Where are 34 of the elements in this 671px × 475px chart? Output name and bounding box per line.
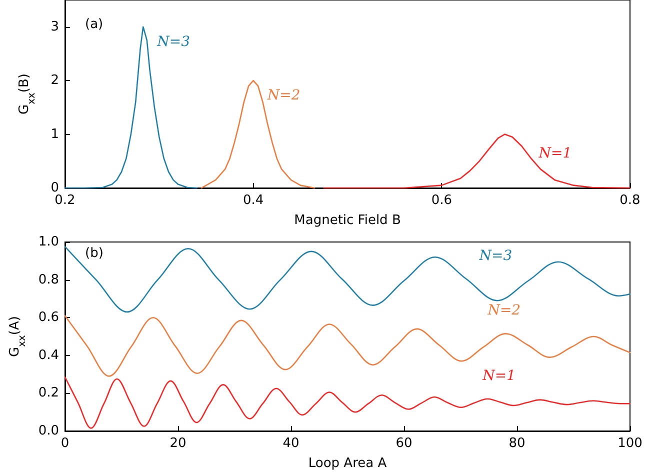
y-tick-label: 0	[50, 180, 59, 196]
annotation: (b)	[85, 246, 104, 261]
series-label: N=1	[538, 145, 572, 162]
line-series	[64, 246, 631, 313]
series-label: N=2	[266, 88, 300, 104]
annotation: (a)	[85, 17, 104, 32]
y-tick-label: 0.0	[38, 424, 59, 438]
y-axis-title: Gxx(B)	[17, 74, 38, 114]
x-tick-label: 80	[508, 436, 526, 451]
x-tick-label: 20	[170, 436, 186, 451]
y-tick-label: 0.4	[38, 348, 59, 363]
x-tick-label: 0.6	[431, 193, 452, 208]
y-tick-label: 2	[50, 73, 59, 88]
y-tick-label: 1.0	[38, 234, 59, 250]
y-tick-label: 0.8	[38, 272, 59, 288]
y-tick-label: 1	[50, 126, 59, 142]
line-series	[200, 80, 316, 189]
series-label: N=1	[482, 368, 516, 384]
x-tick-label: 0.8	[620, 193, 640, 208]
x-axis-title: Loop Area A	[308, 456, 387, 471]
series-label: N=3	[478, 248, 512, 264]
y-tick-label: 3	[50, 19, 59, 34]
line-series	[323, 134, 631, 189]
x-tick-label: 0	[60, 436, 70, 451]
y-tick-label: 0.2	[38, 386, 59, 401]
x-tick-label: 60	[396, 436, 412, 451]
y-tick-label: 0.6	[38, 310, 59, 326]
x-tick-label: 40	[282, 436, 300, 451]
x-tick-label: 100	[618, 436, 642, 451]
x-axis-title: Magnetic Field B	[294, 213, 401, 228]
series-label: N=3	[156, 34, 190, 50]
series-label: N=2	[486, 302, 521, 319]
x-tick-label: 0.4	[242, 193, 264, 208]
y-axis-title: Gxx(A)	[7, 316, 28, 357]
